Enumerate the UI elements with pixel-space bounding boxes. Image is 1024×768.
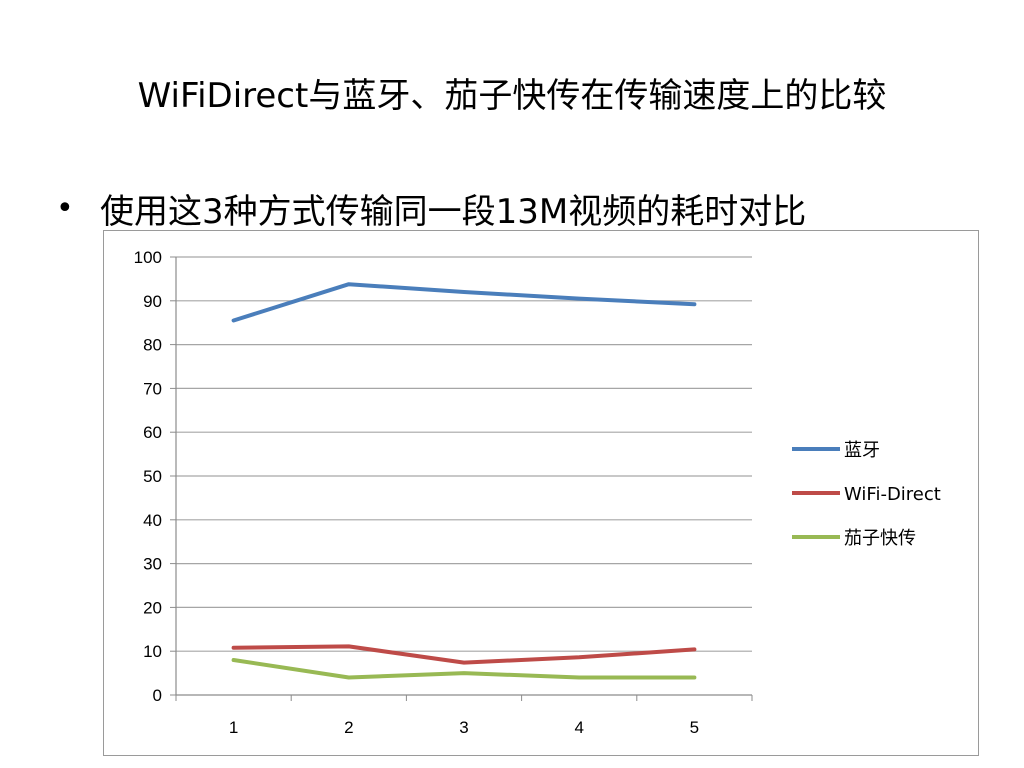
slide-title: WiFiDirect与蓝牙、茄子快传在传输速度上的比较 xyxy=(137,76,887,116)
y-tick-label: 20 xyxy=(143,598,162,617)
x-tick-label: 1 xyxy=(229,718,238,737)
data-point xyxy=(693,648,695,650)
series-line xyxy=(231,282,697,323)
bullet-item: • 使用这3种方式传输同一段13M视频的耗时对比 xyxy=(56,182,806,234)
data-point xyxy=(693,303,695,305)
data-point xyxy=(578,676,580,678)
y-tick-label: 0 xyxy=(153,686,162,705)
chart-frame: 0 10 20 30 40 50 60 70 80 90 100 1 2 3 4 5 蓝牙 WiFi-Direct… xyxy=(103,230,979,756)
y-tick-label: 30 xyxy=(143,555,162,574)
line-chart: 0 10 20 30 40 50 60 70 80 90 100 1 2 3 4 5 蓝牙 WiFi-Direct… xyxy=(134,248,941,737)
data-point xyxy=(463,291,465,293)
y-tick-label: 40 xyxy=(143,511,162,530)
y-tick-label: 50 xyxy=(143,467,162,486)
series-line xyxy=(231,644,697,665)
data-point xyxy=(233,647,235,649)
data-point xyxy=(578,298,580,300)
data-point xyxy=(578,656,580,658)
y-tick-label: 100 xyxy=(134,248,162,267)
data-point xyxy=(348,676,350,678)
x-tick-label: 5 xyxy=(690,718,699,737)
x-tick-label: 4 xyxy=(574,718,583,737)
x-tick-label: 3 xyxy=(459,718,468,737)
data-point xyxy=(233,659,235,661)
bullet-dot: • xyxy=(56,190,74,226)
y-tick-label: 70 xyxy=(143,379,162,398)
data-point xyxy=(463,662,465,664)
data-point xyxy=(348,645,350,647)
y-tick-label: 90 xyxy=(143,292,162,311)
legend-label: WiFi-Direct xyxy=(844,484,941,505)
data-point xyxy=(348,283,350,285)
x-tick-label: 2 xyxy=(344,718,353,737)
data-point xyxy=(693,676,695,678)
y-tick-label: 60 xyxy=(143,423,162,442)
y-tick-label: 80 xyxy=(143,336,162,355)
bullet-text: 使用这3种方式传输同一段13M视频的耗时对比 xyxy=(100,191,807,232)
legend-label: 茄子快传 xyxy=(844,528,916,549)
data-point xyxy=(463,672,465,674)
data-point xyxy=(233,320,235,322)
legend-label: 蓝牙 xyxy=(844,440,880,461)
y-tick-label: 10 xyxy=(143,642,162,661)
